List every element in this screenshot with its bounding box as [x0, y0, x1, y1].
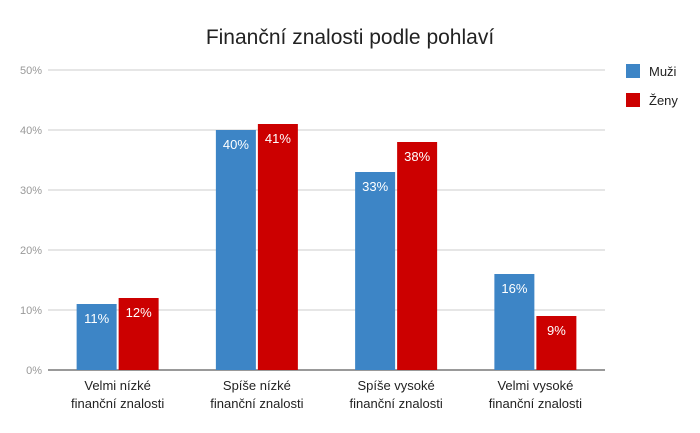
bar-data-label: 9% [547, 323, 566, 338]
bars [76, 124, 577, 370]
category-label: Spíše vysoké [357, 378, 434, 393]
category-label: Spíše nízké [223, 378, 291, 393]
category-label: Velmi nízké [84, 378, 150, 393]
category-label: finanční znalosti [489, 396, 582, 411]
y-tick-label: 10% [20, 305, 42, 317]
bar-muži-4 [494, 274, 535, 370]
legend-label: Ženy [649, 93, 678, 108]
legend: Muži Ženy [626, 64, 678, 108]
y-tick-label: 30% [20, 185, 42, 197]
y-tick-label: 0% [26, 365, 42, 377]
legend-swatch-muži [626, 64, 640, 78]
bar-muži-1 [76, 304, 117, 370]
bar-data-label: 41% [265, 131, 291, 146]
bar-ženy-1 [118, 298, 159, 370]
bar-ženy-4 [536, 316, 577, 370]
category-label: Velmi vysoké [497, 378, 573, 393]
category-label: finanční znalosti [350, 396, 443, 411]
legend-label: Muži [649, 64, 677, 79]
y-axis-ticks: 0% 10% 20% 30% 40% 50% [20, 65, 42, 377]
y-tick-label: 20% [20, 245, 42, 257]
bar-data-label: 12% [126, 305, 152, 320]
x-axis-categories: Velmi nízké finanční znalosti Spíše nízké f… [71, 378, 582, 411]
bar-data-label: 38% [404, 149, 430, 164]
bar-data-label: 11% [84, 311, 109, 326]
bar-muži-3 [355, 172, 396, 370]
bar-data-label: 40% [223, 137, 249, 152]
legend-swatch-ženy [626, 93, 640, 107]
bar-data-label: 33% [362, 179, 388, 194]
category-label: finanční znalosti [71, 396, 164, 411]
bar-ženy-3 [397, 142, 438, 370]
bar-labels: 11% 12% 40% 41% 33% 38% 16% 9% [84, 131, 566, 338]
category-label: finanční znalosti [210, 396, 303, 411]
chart-title: Finanční znalosti podle pohlaví [206, 26, 495, 49]
y-tick-label: 40% [20, 125, 42, 137]
bar-ženy-2 [257, 124, 298, 370]
y-tick-label: 50% [20, 65, 42, 77]
bar-muži-2 [215, 130, 256, 370]
bar-data-label: 16% [501, 281, 527, 296]
